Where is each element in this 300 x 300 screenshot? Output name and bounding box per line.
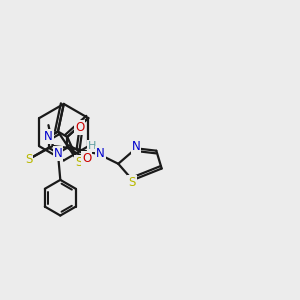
Text: S: S [128, 176, 136, 189]
Text: N: N [44, 130, 53, 143]
Text: O: O [82, 152, 91, 165]
Text: N: N [132, 140, 140, 153]
Text: O: O [75, 121, 84, 134]
Text: N: N [96, 147, 105, 160]
Text: S: S [25, 153, 32, 166]
Text: N: N [54, 147, 62, 160]
Text: H: H [88, 141, 97, 151]
Text: S: S [75, 156, 82, 169]
